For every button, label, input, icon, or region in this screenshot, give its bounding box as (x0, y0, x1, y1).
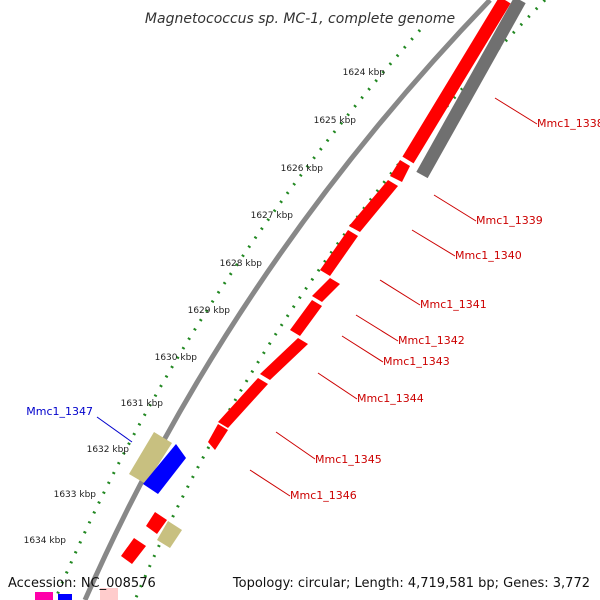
callout-line (317, 372, 358, 400)
gene-label: Mmc1_1347 (26, 405, 93, 418)
gene-label: Mmc1_1343 (383, 355, 450, 368)
kbp-label: 1628 kbp (220, 259, 263, 269)
kbp-label: 1631 kbp (121, 399, 164, 409)
forward-genes (121, 160, 410, 564)
kbp-label: 1629 kbp (188, 306, 231, 316)
gene-block-lower-1 (146, 512, 167, 534)
callout-line (379, 279, 421, 306)
gene-label: Mmc1_1342 (398, 334, 465, 347)
callout-line (494, 97, 538, 125)
gene-block-lower-2 (121, 538, 146, 564)
gene-block-khaki-lower (157, 521, 182, 548)
gene-block-magenta (35, 592, 53, 600)
gene-callouts: Mmc1_1338 Mmc1_1339 Mmc1_1340 Mmc1_1341 Mmc1… (26, 97, 600, 502)
callout-line (411, 229, 456, 257)
pseudo-gene-strip (416, 0, 526, 179)
kbp-labels: 1624 kbp 1625 kbp 1626 kbp 1627 kbp 1628 kbp… (24, 68, 386, 546)
genome-backbone (82, 0, 492, 600)
kbp-label: 1632 kbp (87, 445, 130, 455)
gene-block-1345 (218, 378, 268, 428)
gene-block-1346 (208, 424, 228, 450)
gene-label: Mmc1_1340 (455, 249, 522, 262)
callout-line (355, 314, 399, 342)
map-title: Magnetococcus sp. MC-1, complete genome (145, 11, 455, 27)
gene-block-1342 (312, 278, 340, 302)
gene-block-1343 (290, 300, 322, 336)
kbp-label: 1625 kbp (314, 116, 357, 126)
kbp-label: 1624 kbp (343, 68, 386, 78)
forward-gene-large (402, 0, 511, 164)
gene-label: Mmc1_1338 (537, 117, 600, 130)
callout-line (96, 416, 133, 443)
gene-label: Mmc1_1345 (315, 453, 382, 466)
topology-text: Topology: circular; Length: 4,719,581 bp… (232, 576, 590, 591)
callout-line (249, 469, 291, 497)
callout-line (275, 431, 316, 460)
gene-block-pale (100, 588, 118, 600)
kbp-label: 1634 kbp (24, 536, 67, 546)
kbp-label: 1627 kbp (251, 211, 294, 221)
gene-label: Mmc1_1339 (476, 214, 543, 227)
gene-label: Mmc1_1346 (290, 489, 357, 502)
kbp-label: 1626 kbp (281, 164, 324, 174)
gene-block-1339 (390, 160, 410, 182)
accession-text: Accession: NC_008576 (8, 576, 156, 591)
gene-label: Mmc1_1341 (420, 298, 487, 311)
gene-block-1341 (320, 230, 358, 276)
gene-block-1340 (349, 180, 398, 232)
kbp-label: 1630 kbp (155, 353, 198, 363)
callout-line (341, 335, 384, 363)
gene-block-1347 (129, 432, 172, 484)
gene-label: Mmc1_1344 (357, 392, 424, 405)
reverse-gene-block (143, 444, 186, 494)
callout-line (433, 194, 477, 222)
kbp-label: 1633 kbp (54, 490, 97, 500)
gene-block-1344 (260, 338, 308, 380)
gene-block-blue-bottom (58, 594, 72, 600)
other-genes (129, 432, 182, 548)
